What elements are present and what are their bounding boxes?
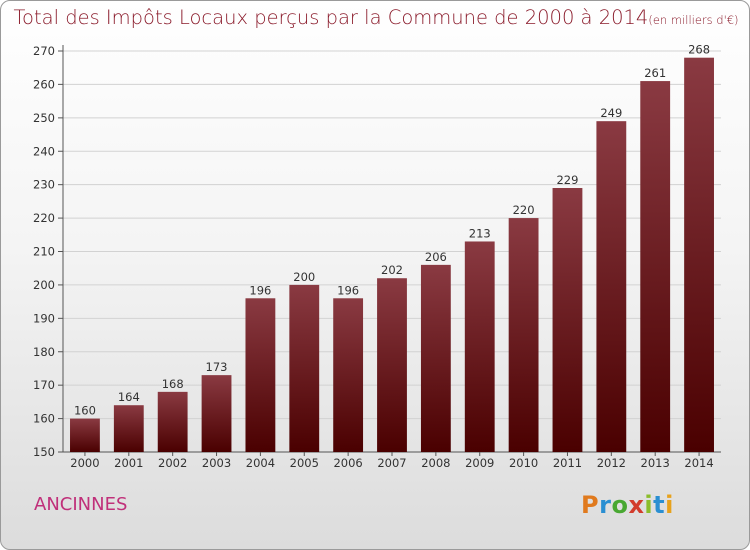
bar — [640, 81, 671, 452]
bar-value-label: 249 — [600, 106, 622, 120]
x-tick-label: 2004 — [246, 456, 275, 470]
bar — [201, 375, 232, 452]
y-tick-label: 160 — [33, 412, 55, 426]
y-tick-label: 180 — [33, 345, 55, 359]
y-tick-label: 210 — [33, 245, 55, 259]
y-tick-label: 240 — [33, 144, 55, 158]
y-tick-label: 260 — [33, 77, 55, 91]
bar-value-label: 220 — [513, 203, 535, 217]
bar — [552, 188, 583, 452]
bar — [596, 121, 627, 453]
x-tick-label: 2002 — [158, 456, 187, 470]
x-tick-label: 2010 — [509, 456, 538, 470]
bar — [508, 218, 539, 452]
commune-name: ANCINNES — [34, 494, 128, 515]
y-tick-label: 200 — [33, 278, 55, 292]
chart-title-main: Total des Impôts Locaux perçus par la Co… — [13, 6, 649, 29]
y-tick-label: 150 — [33, 445, 55, 459]
bar-value-label: 168 — [162, 377, 184, 391]
x-tick-label: 2008 — [421, 456, 450, 470]
bar-value-label: 229 — [556, 173, 578, 187]
bar-value-label: 173 — [206, 360, 228, 374]
bar-value-label: 261 — [644, 66, 666, 80]
x-tick-label: 2011 — [553, 456, 582, 470]
x-tick-label: 2006 — [333, 456, 362, 470]
bar — [377, 278, 407, 452]
bar — [684, 57, 714, 452]
y-tick-label: 230 — [33, 178, 55, 192]
bar-value-label: 268 — [688, 43, 710, 57]
x-tick-label: 2005 — [290, 456, 319, 470]
bar-value-label: 206 — [425, 250, 447, 264]
chart-title: Total des Impôts Locaux perçus par la Co… — [1, 6, 749, 29]
bar-value-label: 202 — [381, 263, 403, 277]
bar-value-label: 164 — [118, 390, 140, 404]
bar — [157, 391, 188, 452]
x-tick-label: 2007 — [377, 456, 406, 470]
bar — [464, 241, 495, 452]
y-tick-label: 270 — [33, 44, 55, 58]
bar-value-label: 160 — [74, 404, 96, 418]
y-tick-label: 220 — [33, 211, 55, 225]
x-tick-label: 2003 — [202, 456, 231, 470]
bar — [333, 298, 364, 452]
y-tick-label: 190 — [33, 311, 55, 325]
x-tick-label: 2012 — [597, 456, 626, 470]
bar-value-label: 196 — [249, 283, 271, 297]
y-tick-label: 250 — [33, 111, 55, 125]
chart-title-unit: (en milliers d'€) — [648, 13, 739, 27]
bar — [420, 264, 451, 452]
x-tick-label: 2009 — [465, 456, 494, 470]
x-tick-label: 2000 — [70, 456, 99, 470]
bar — [70, 418, 100, 452]
bar-value-label: 196 — [337, 283, 359, 297]
bar-value-label: 213 — [469, 226, 491, 240]
bar — [245, 298, 276, 452]
proxiti-logo: Proxiti — [581, 491, 674, 519]
x-tick-label: 2001 — [114, 456, 143, 470]
y-tick-label: 170 — [33, 378, 55, 392]
bar-value-label: 200 — [293, 270, 315, 284]
bar — [289, 284, 320, 452]
x-tick-label: 2013 — [641, 456, 670, 470]
x-tick-label: 2014 — [684, 456, 713, 470]
bar — [113, 405, 144, 452]
